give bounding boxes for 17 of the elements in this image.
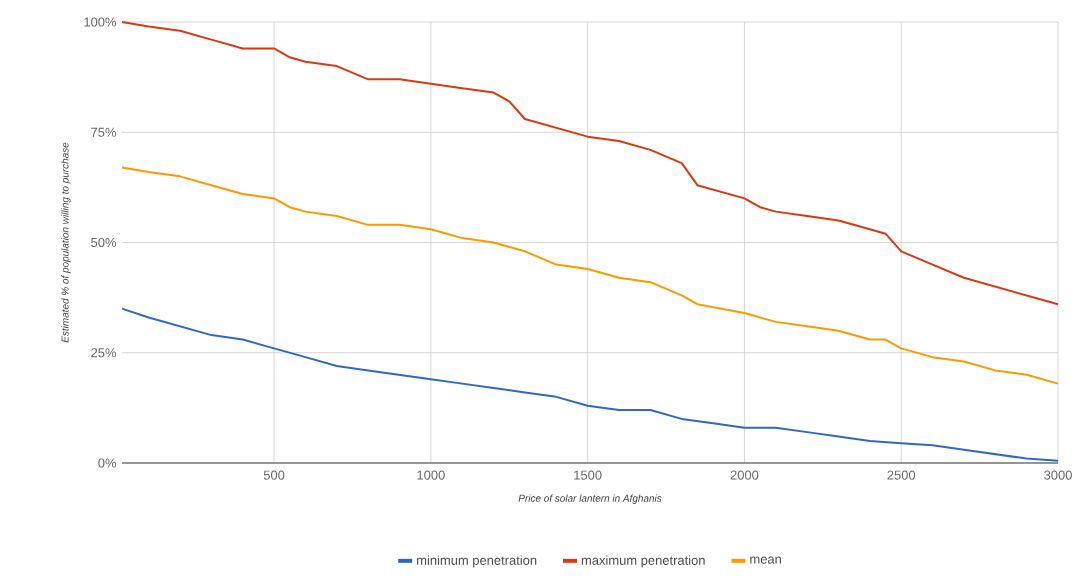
x-tick-label: 1000 — [417, 470, 445, 480]
x-tick-label: 2000 — [730, 470, 759, 480]
x-tick-label: 3000 — [1044, 470, 1072, 480]
legend-label: mean — [750, 556, 781, 564]
y-tick-label: 50% — [91, 237, 117, 248]
x-tick-label: 1500 — [574, 470, 602, 480]
y-axis-title: Estimated % of population willing to purchase — [61, 142, 71, 343]
y-tick-label: 100% — [84, 17, 117, 27]
y-tick-label: 75% — [91, 127, 117, 137]
legend-label: minimum penetration — [417, 555, 537, 568]
y-tick-label: 25% — [91, 348, 117, 358]
x-axis-title: Price of solar lantern in Afghanis — [518, 494, 662, 504]
legend-label: maximum penetration — [581, 555, 705, 568]
y-tick-label: 0% — [98, 458, 117, 468]
line-series — [121, 166, 1060, 385]
x-tick-label: 2500 — [887, 470, 916, 480]
x-tick-label: 500 — [263, 470, 285, 480]
